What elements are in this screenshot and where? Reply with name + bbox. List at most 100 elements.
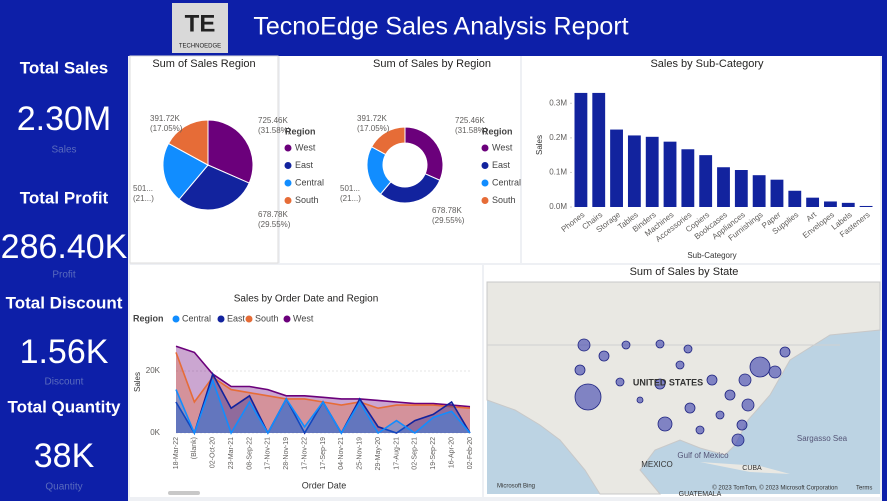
bar bbox=[592, 92, 606, 207]
bubble bbox=[655, 339, 665, 349]
x-tick-label: (Blank) bbox=[191, 437, 198, 459]
kpi-title: Total Discount bbox=[6, 293, 123, 312]
bubble bbox=[615, 377, 625, 387]
legend-swatch bbox=[481, 144, 489, 152]
legend-swatch bbox=[284, 179, 292, 187]
map-land bbox=[486, 281, 881, 495]
series-area bbox=[176, 352, 470, 433]
bubble bbox=[749, 356, 771, 378]
data-label: 391.72K bbox=[357, 114, 387, 123]
x-tick-label: 16-Apr-20 bbox=[448, 437, 455, 468]
legend-swatch bbox=[481, 197, 489, 204]
legend-label: South bbox=[255, 313, 279, 323]
bubble bbox=[715, 410, 725, 420]
legend-swatch bbox=[481, 162, 489, 169]
card bbox=[280, 56, 520, 263]
bar bbox=[663, 141, 677, 207]
logo-mark: TE bbox=[185, 10, 216, 37]
bar bbox=[645, 136, 659, 207]
map-terms[interactable]: Terms bbox=[856, 486, 872, 492]
donut-slice bbox=[370, 126, 406, 156]
legend-label: East bbox=[227, 313, 246, 323]
legend-title: Region bbox=[482, 126, 513, 136]
map-brand: Microsoft Bing bbox=[497, 484, 535, 490]
data-label: 678.78K bbox=[258, 210, 288, 219]
legend-swatch bbox=[284, 162, 292, 169]
map-land bbox=[700, 462, 790, 474]
bubble bbox=[724, 389, 736, 401]
bar bbox=[770, 179, 784, 207]
pie-slice bbox=[178, 164, 250, 211]
legend-swatch bbox=[245, 315, 253, 323]
legend-label: South bbox=[295, 195, 319, 205]
x-tick-label: 17-Nov-22 bbox=[301, 437, 308, 470]
bubble bbox=[741, 398, 755, 412]
chart-title: Sales by Sub-Category bbox=[650, 58, 764, 70]
legend-swatch bbox=[217, 315, 225, 323]
bubble bbox=[621, 340, 631, 350]
bar bbox=[824, 201, 837, 207]
data-label: (31.58%) bbox=[455, 126, 488, 135]
kpi-value: 38K bbox=[34, 437, 95, 475]
x-tick-label: 29-May-20 bbox=[375, 437, 382, 471]
legend-label: Central bbox=[492, 177, 521, 187]
data-label: 725.46K bbox=[258, 116, 288, 125]
data-label: (17.05%) bbox=[357, 124, 390, 133]
bubble bbox=[736, 419, 748, 431]
data-label: 501... bbox=[340, 184, 360, 193]
legend-label: East bbox=[492, 160, 511, 170]
map: UNITED STATES Gulf of Mexico Sargasso Se… bbox=[486, 281, 881, 498]
scrollbar[interactable] bbox=[168, 491, 200, 495]
bar bbox=[681, 149, 695, 207]
sidebar bbox=[0, 0, 128, 501]
x-tick-label: 23-Mar-21 bbox=[228, 437, 235, 469]
legend-label: West bbox=[492, 142, 513, 152]
legend-label: Central bbox=[182, 313, 211, 323]
y-axis-label: Sales bbox=[535, 135, 544, 155]
data-label: 725.46K bbox=[455, 116, 485, 125]
x-tick-label: 28-Nov-19 bbox=[283, 437, 290, 470]
legend-title: Region bbox=[285, 126, 316, 136]
legend-label: South bbox=[492, 195, 516, 205]
kpi-label: Profit bbox=[52, 270, 76, 281]
x-tick-label: 18-Mar-22 bbox=[173, 437, 180, 469]
bar bbox=[788, 190, 802, 207]
kpi-title: Total Quantity bbox=[7, 397, 121, 416]
bubble bbox=[683, 344, 693, 354]
legend-swatch bbox=[283, 315, 291, 323]
bubble bbox=[768, 365, 782, 379]
kpi-title: Total Sales bbox=[20, 58, 109, 77]
series-line bbox=[175, 377, 471, 436]
x-tick-label: 17-Nov-21 bbox=[265, 437, 272, 470]
data-label: 501... bbox=[133, 184, 153, 193]
kpi-value: 286.40K bbox=[1, 228, 128, 266]
kpi-label: Discount bbox=[45, 377, 84, 388]
x-tick-label: 17-Aug-21 bbox=[393, 437, 400, 470]
bar bbox=[734, 170, 748, 207]
legend-title: Region bbox=[133, 313, 164, 323]
map-label: Gulf of Mexico bbox=[677, 451, 729, 460]
legend-label: West bbox=[295, 142, 316, 152]
bubble bbox=[636, 396, 644, 404]
chart-title: Sum of Sales by Region bbox=[373, 58, 491, 70]
map-bubbles bbox=[574, 338, 791, 447]
bubble bbox=[598, 350, 610, 362]
bubble bbox=[654, 378, 666, 390]
x-tick-label: 02-Sep-21 bbox=[412, 437, 419, 470]
edge-bar bbox=[882, 0, 887, 501]
logo-text: TECHNOEDGE bbox=[179, 44, 221, 50]
bar bbox=[610, 129, 623, 207]
y-tick-label: 0.3M bbox=[549, 98, 567, 107]
bar bbox=[752, 175, 766, 207]
map-attribution: © 2023 TomTom, © 2023 Microsoft Corporat… bbox=[712, 485, 837, 492]
map-label: UNITED STATES bbox=[633, 377, 703, 387]
chart-title: Sales by Order Date and Region bbox=[234, 294, 379, 305]
data-label: (31.58%) bbox=[258, 126, 291, 135]
legend-swatch bbox=[284, 197, 292, 204]
chart-title: Sum of Sales Region bbox=[152, 58, 255, 70]
bubble bbox=[577, 338, 591, 352]
kpi-title: Total Profit bbox=[20, 188, 109, 207]
kpi-value: 1.56K bbox=[20, 333, 109, 371]
legend-swatch bbox=[481, 179, 489, 187]
data-label: 678.78K bbox=[432, 206, 462, 215]
